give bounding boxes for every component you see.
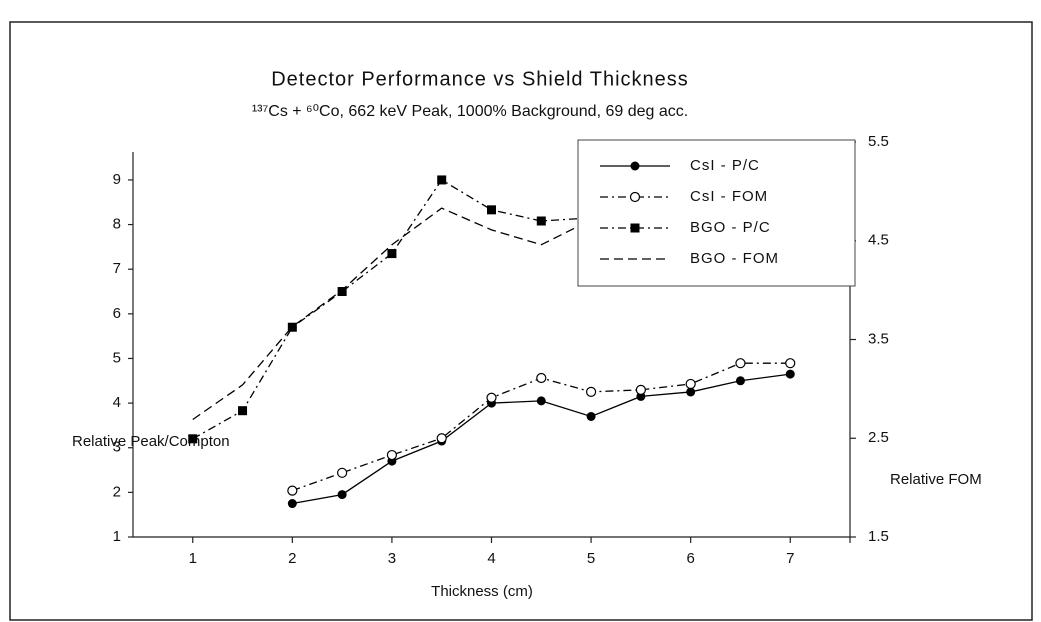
marker [685, 378, 696, 390]
marker [629, 191, 641, 203]
marker [386, 449, 398, 461]
marker [387, 249, 397, 259]
marker [586, 411, 596, 421]
y-tick-label: 9 [113, 171, 121, 188]
marker [635, 384, 646, 395]
marker [337, 490, 347, 500]
y-tick-label: 2 [113, 483, 121, 500]
x-axis-label: Thickness (cm) [431, 583, 533, 600]
y-tick-label: 8 [113, 216, 121, 233]
legend: CsI - P/C CsI - FOM BGO - P/C BGO - FOM [577, 139, 856, 287]
marker [735, 358, 746, 369]
marker [486, 392, 497, 403]
marker [785, 369, 795, 379]
legend-box [577, 139, 856, 287]
marker [536, 372, 547, 384]
marker [436, 433, 447, 444]
legend-label: CsI - FOM [690, 188, 768, 205]
y-tick-label: 5 [113, 349, 121, 366]
chart-title: Detector Performance vs Shield Thickness [271, 68, 689, 90]
legend-label: CsI - P/C [690, 157, 760, 174]
frame [9, 21, 1033, 621]
marker [337, 287, 347, 297]
marker [630, 223, 640, 233]
series-line [192, 179, 592, 440]
marker [287, 322, 297, 332]
marker [536, 396, 546, 406]
marker [287, 485, 298, 496]
marker [585, 386, 597, 397]
marker [630, 161, 640, 171]
series-line [292, 373, 791, 505]
marker [238, 406, 248, 416]
y2-tick-label: 1.5 [868, 528, 889, 545]
y-axis-label: Relative Peak/Compton [72, 433, 230, 450]
marker [287, 499, 297, 509]
y2-tick-label: 4.5 [868, 232, 889, 249]
marker [735, 376, 745, 386]
y-tick-label: 4 [113, 394, 121, 411]
legend-label: BGO - FOM [690, 250, 779, 267]
y2-tick-label: 2.5 [868, 429, 889, 446]
x-tick-label: 6 [686, 550, 694, 567]
marker [785, 358, 796, 369]
x-tick-label: 4 [487, 550, 495, 567]
y2-tick-label: 5.5 [868, 133, 889, 150]
legend-label: BGO - P/C [690, 219, 771, 236]
y-tick-label: 6 [113, 305, 121, 322]
marker [536, 216, 546, 226]
x-tick-label: 5 [587, 550, 595, 567]
marker [188, 434, 198, 444]
marker [487, 205, 496, 215]
marker [437, 175, 447, 185]
marker [337, 467, 348, 478]
x-tick-label: 3 [388, 550, 396, 567]
y-tick-label: 7 [113, 260, 121, 277]
chart-subtitle: ¹³⁷Cs + ⁶⁰Co, 662 keV Peak, 1000% Backgr… [252, 103, 688, 120]
x-tick-label: 2 [288, 550, 296, 567]
marker [686, 387, 696, 397]
y-tick-label: 3 [113, 439, 121, 456]
x-tick-label: 7 [786, 550, 794, 567]
y2-tick-label: 3.5 [868, 330, 889, 347]
series-line [192, 207, 592, 421]
y2-axis-label: Relative FOM [890, 471, 982, 488]
y-tick-label: 1 [113, 528, 121, 545]
x-tick-label: 1 [189, 550, 197, 567]
